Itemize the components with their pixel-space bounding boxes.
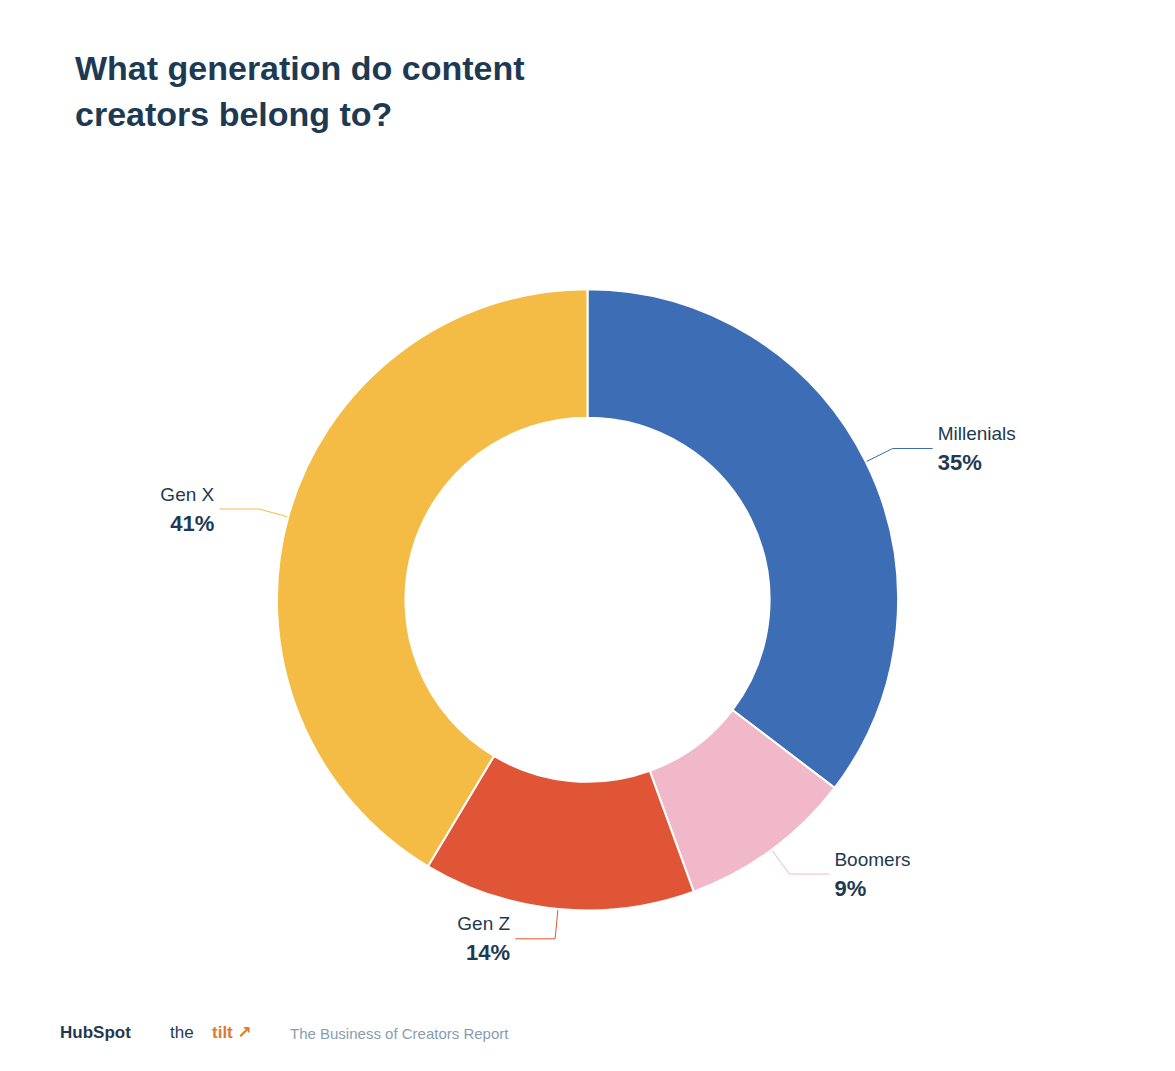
svg-text:HubSpot: HubSpot xyxy=(60,1023,131,1042)
svg-text:35%: 35% xyxy=(938,450,982,475)
svg-text:41%: 41% xyxy=(170,511,214,536)
svg-text:Boomers: Boomers xyxy=(834,849,910,870)
svg-text:tilt ↗: tilt ↗ xyxy=(212,1023,252,1042)
svg-text:14%: 14% xyxy=(466,940,510,965)
svg-text:the: the xyxy=(170,1023,194,1042)
svg-text:The Business of Creators Repor: The Business of Creators Report xyxy=(290,1025,509,1042)
svg-text:Millenials: Millenials xyxy=(938,423,1016,444)
svg-text:9%: 9% xyxy=(834,876,866,901)
svg-text:Gen X: Gen X xyxy=(160,484,214,505)
svg-text:Gen Z: Gen Z xyxy=(457,913,510,934)
svg-text:creators belong to?: creators belong to? xyxy=(75,95,392,133)
svg-text:What generation do content: What generation do content xyxy=(75,49,525,87)
